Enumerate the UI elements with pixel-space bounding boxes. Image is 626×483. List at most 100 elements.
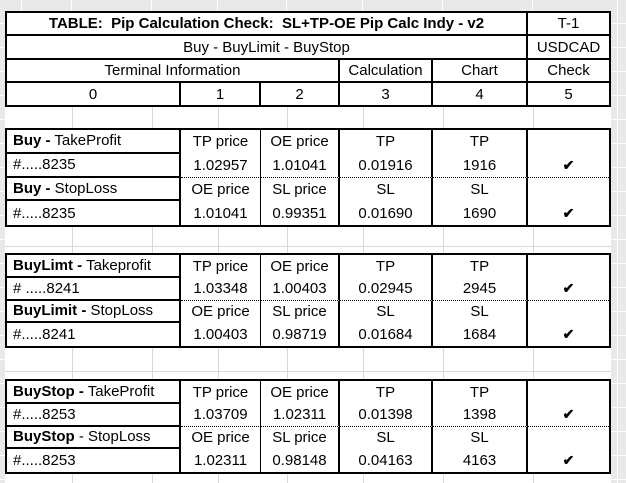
value-cell[interactable]: TP price [181, 130, 261, 154]
value-cell[interactable]: 1.01041 [261, 153, 340, 178]
value-cell[interactable]: SL price [261, 426, 340, 450]
ticket-number-cell[interactable]: #.....8253 [7, 403, 181, 427]
value-cell[interactable]: 1684 [433, 323, 528, 346]
background-gridline [533, 227, 534, 253]
value-cell[interactable]: OE price [181, 177, 261, 202]
value-cell[interactable]: 0.02945 [340, 277, 433, 301]
value-cell[interactable]: SL price [261, 177, 340, 202]
check-cell-empty[interactable] [528, 130, 609, 154]
value-cell[interactable]: 0.04163 [340, 449, 433, 472]
value-cell[interactable]: 1.03348 [181, 277, 261, 301]
ticket-number-cell[interactable]: #.....8253 [7, 449, 181, 472]
background-gridline [533, 474, 534, 483]
colnum-cell[interactable]: 1 [181, 83, 261, 105]
value-cell[interactable]: 1.02957 [181, 153, 261, 178]
order-type-label-cell[interactable]: BuyStop - TakeProfit [7, 381, 181, 404]
value-cell[interactable]: 0.98148 [261, 449, 340, 472]
value-cell[interactable]: OE price [261, 381, 340, 404]
order-type-label-cell[interactable]: Buy - StopLoss [7, 177, 181, 202]
value-cell[interactable]: OE price [261, 130, 340, 154]
check-cell[interactable]: ✔ [528, 278, 609, 301]
order-type-rest-text: TakeProfit [83, 382, 155, 400]
value-cell[interactable]: TP [340, 381, 433, 404]
check-cell[interactable]: ✔ [528, 154, 609, 178]
spacer-row [5, 227, 611, 253]
value-cell[interactable]: 2945 [433, 277, 528, 301]
checkmark-icon: ✔ [562, 204, 575, 221]
value-cell[interactable]: SL [433, 300, 528, 324]
value-cell[interactable]: OE price [261, 255, 340, 278]
colnum-cell[interactable]: 5 [564, 85, 573, 103]
value-cell[interactable]: SL [340, 426, 433, 450]
value-cell[interactable]: 4163 [433, 449, 528, 472]
value-cell[interactable]: SL [340, 177, 433, 202]
value-cell[interactable]: OE price [181, 300, 261, 324]
check-cell-empty[interactable] [528, 301, 609, 324]
value-cell[interactable]: 1.02311 [181, 449, 261, 472]
value-cell[interactable]: OE price [181, 426, 261, 450]
value-cell[interactable]: 1.00403 [261, 277, 340, 301]
value-cell[interactable]: 0.01684 [340, 323, 433, 346]
colgroup-check-cell[interactable]: Check [528, 60, 609, 83]
table-title-cell[interactable]: TABLE: Pip Calculation Check: SL+TP-OE P… [7, 13, 528, 36]
colgroup-calculation-cell[interactable]: Calculation [340, 60, 433, 83]
value-cell[interactable]: 1.03709 [181, 403, 261, 427]
value-cell[interactable]: 0.01916 [340, 153, 433, 178]
check-cell[interactable]: ✔ [528, 323, 609, 346]
value-cell[interactable]: TP [433, 255, 528, 278]
background-gridline [533, 348, 534, 379]
colgroup-chart-cell[interactable]: Chart [433, 60, 528, 83]
background-gridline [218, 227, 219, 253]
value-cell[interactable]: TP [340, 255, 433, 278]
value-cell[interactable]: 1690 [433, 201, 528, 225]
background-gridline [363, 107, 364, 128]
colgroup-terminal-cell[interactable]: Terminal Information [7, 60, 340, 83]
value-cell[interactable]: TP [433, 381, 528, 404]
table-block-buy: Buy - TakeProfit TP price OE price TP TP #...… [5, 128, 611, 227]
check-cell[interactable]: ✔ [528, 449, 609, 472]
check-cell[interactable]: ✔ [528, 201, 609, 225]
value-cell[interactable]: TP price [181, 255, 261, 278]
value-cell[interactable]: SL [433, 426, 528, 450]
subtitle-cell[interactable]: Buy - BuyLimit - BuyStop [7, 36, 528, 60]
order-type-label-cell[interactable]: BuyLimt - Takeprofit [7, 255, 181, 278]
check-cell-empty[interactable] [528, 178, 609, 202]
tab-id-cell[interactable]: T-1 [528, 13, 609, 36]
colnum-cell[interactable]: 4 [433, 83, 528, 105]
order-type-label-cell[interactable]: BuyLimit - StopLoss [7, 300, 181, 324]
colnum-cell[interactable]: 3 [340, 83, 433, 105]
check-cell-empty[interactable] [528, 255, 609, 278]
value-cell[interactable]: 1398 [433, 403, 528, 427]
value-cell[interactable]: 0.99351 [261, 201, 340, 225]
value-cell[interactable]: SL [340, 300, 433, 324]
order-type-label-cell[interactable]: Buy - TakeProfit [7, 130, 181, 154]
value-cell[interactable]: 1.00403 [181, 323, 261, 346]
check-cell[interactable]: ✔ [528, 404, 609, 427]
value-cell[interactable]: SL price [261, 300, 340, 324]
order-type-label-cell[interactable]: BuyStop - StopLoss [7, 426, 181, 450]
value-cell[interactable]: 0.01398 [340, 403, 433, 427]
colnum-cell[interactable]: 0 [7, 83, 181, 105]
symbol-cell[interactable]: USDCAD [528, 36, 609, 60]
value-cell[interactable]: 1.01041 [181, 201, 261, 225]
background-gridline [72, 107, 73, 128]
value-cell[interactable]: TP price [181, 381, 261, 404]
order-type-bold-text: BuyStop [13, 428, 75, 446]
check-cell-empty[interactable] [528, 381, 609, 404]
ticket-number-cell[interactable]: # .....8241 [7, 277, 181, 301]
value-cell[interactable]: TP [433, 130, 528, 154]
value-cell[interactable]: TP [340, 130, 433, 154]
order-type-rest-text: StopLoss [50, 179, 118, 197]
value-cell[interactable]: 0.98719 [261, 323, 340, 346]
ticket-number-cell[interactable]: #.....8241 [7, 323, 181, 346]
ticket-number-cell[interactable]: #.....8235 [7, 153, 181, 178]
value-cell[interactable]: 1916 [433, 153, 528, 178]
background-gridline [287, 474, 288, 483]
colnum-cell[interactable]: 2 [261, 83, 340, 105]
background-gridline [218, 474, 219, 483]
value-cell[interactable]: 0.01690 [340, 201, 433, 225]
value-cell[interactable]: SL [433, 177, 528, 202]
ticket-number-cell[interactable]: #.....8235 [7, 201, 181, 225]
check-cell-empty[interactable] [528, 427, 609, 450]
value-cell[interactable]: 1.02311 [261, 403, 340, 427]
